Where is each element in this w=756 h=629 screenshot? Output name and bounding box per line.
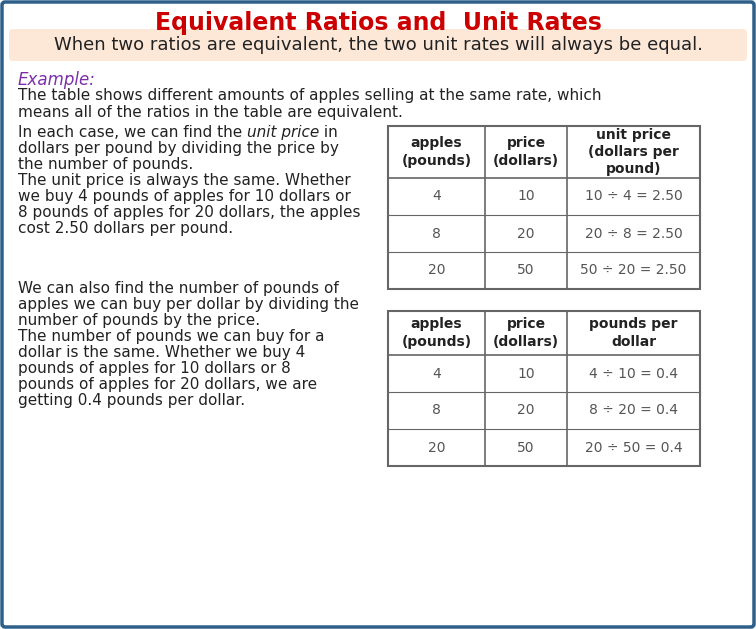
Bar [388,311,700,466]
Text: dollars per pound by dividing the price by: dollars per pound by dividing the price … [18,141,339,156]
Text: apples
(pounds): apples (pounds) [401,318,472,348]
Bar [388,126,700,289]
Text: 50: 50 [517,264,534,277]
Text: 50 ÷ 20 = 2.50: 50 ÷ 20 = 2.50 [581,264,686,277]
Text: 4: 4 [432,189,441,204]
Text: Equivalent Ratios and  Unit Rates: Equivalent Ratios and Unit Rates [154,11,602,35]
Text: The number of pounds we can buy for a: The number of pounds we can buy for a [18,329,324,344]
Text: 20: 20 [517,226,534,240]
Text: 8: 8 [432,403,441,418]
Text: dollar is the same. Whether we buy 4: dollar is the same. Whether we buy 4 [18,345,305,360]
Text: 8: 8 [432,226,441,240]
Text: Example:: Example: [18,71,96,89]
Text: 20 ÷ 8 = 2.50: 20 ÷ 8 = 2.50 [584,226,683,240]
Text: 10: 10 [517,367,534,381]
Text: apples we can buy per dollar by dividing the: apples we can buy per dollar by dividing… [18,297,359,312]
Text: 20: 20 [517,403,534,418]
Text: 8 pounds of apples for 20 dollars, the apples: 8 pounds of apples for 20 dollars, the a… [18,205,361,220]
Text: We can also find the number of pounds of: We can also find the number of pounds of [18,281,339,296]
Text: getting 0.4 pounds per dollar.: getting 0.4 pounds per dollar. [18,393,245,408]
Text: unit price: unit price [247,125,319,140]
Text: cost 2.50 dollars per pound.: cost 2.50 dollars per pound. [18,221,233,236]
Text: 4 ÷ 10 = 0.4: 4 ÷ 10 = 0.4 [589,367,678,381]
Text: 10 ÷ 4 = 2.50: 10 ÷ 4 = 2.50 [584,189,683,204]
Text: 20 ÷ 50 = 0.4: 20 ÷ 50 = 0.4 [584,440,683,455]
Bar [388,311,700,466]
Text: pounds of apples for 20 dollars, we are: pounds of apples for 20 dollars, we are [18,377,317,392]
FancyBboxPatch shape [9,29,747,61]
Text: we buy 4 pounds of apples for 10 dollars or: we buy 4 pounds of apples for 10 dollars… [18,189,351,204]
Text: the number of pounds.: the number of pounds. [18,157,194,172]
Text: apples
(pounds): apples (pounds) [401,136,472,168]
Text: price
(dollars): price (dollars) [493,318,559,348]
Text: price
(dollars): price (dollars) [493,136,559,168]
Text: number of pounds by the price.: number of pounds by the price. [18,313,260,328]
Text: 50: 50 [517,440,534,455]
Text: pounds per
dollar: pounds per dollar [589,318,677,348]
Text: 20: 20 [428,264,445,277]
Text: 8 ÷ 20 = 0.4: 8 ÷ 20 = 0.4 [589,403,678,418]
Bar [388,126,700,289]
Text: 20: 20 [428,440,445,455]
Text: pounds of apples for 10 dollars or 8: pounds of apples for 10 dollars or 8 [18,361,291,376]
Text: 4: 4 [432,367,441,381]
Text: When two ratios are equivalent, the two unit rates will always be equal.: When two ratios are equivalent, the two … [54,36,702,54]
Text: The table shows different amounts of apples selling at the same rate, which: The table shows different amounts of app… [18,88,602,103]
Text: unit price
(dollars per
pound): unit price (dollars per pound) [588,128,679,176]
Text: means all of the ratios in the table are equivalent.: means all of the ratios in the table are… [18,105,403,120]
Text: In each case, we can find the: In each case, we can find the [18,125,247,140]
Text: The unit price is always the same. Whether: The unit price is always the same. Wheth… [18,173,351,188]
Text: in: in [319,125,338,140]
Text: 10: 10 [517,189,534,204]
